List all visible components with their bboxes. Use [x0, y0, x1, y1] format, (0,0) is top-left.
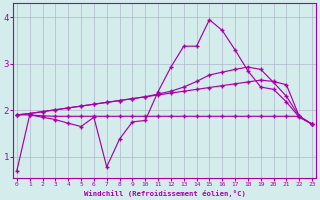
X-axis label: Windchill (Refroidissement éolien,°C): Windchill (Refroidissement éolien,°C): [84, 190, 245, 197]
